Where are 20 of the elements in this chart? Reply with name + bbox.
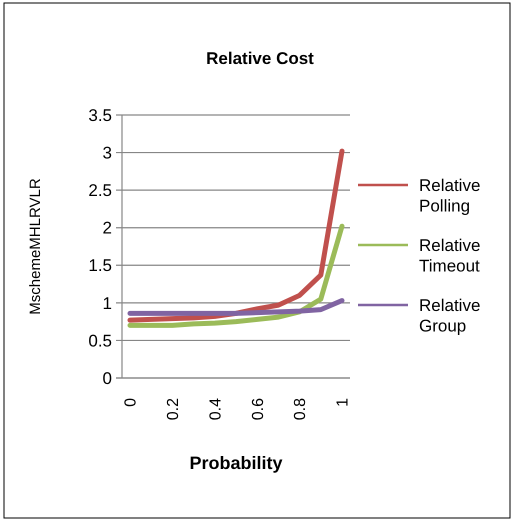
y-tick-label: 1.5 — [88, 256, 112, 276]
y-tick-label: 1 — [102, 294, 112, 313]
y-axis-title: MschemeMHLRVLR — [27, 178, 44, 315]
chart-title: Relative Cost — [206, 49, 314, 68]
legend-label: Relative Group — [419, 296, 480, 336]
y-tick-label: 3 — [102, 144, 112, 163]
x-tick-label: 1 — [334, 398, 352, 407]
x-tick-label: 0 — [122, 398, 140, 407]
y-tick-label: 2 — [102, 218, 112, 238]
y-tick-label: 0.5 — [88, 331, 112, 350]
y-tick-label: 0 — [102, 368, 112, 388]
x-tick-label: 0.2 — [165, 398, 182, 420]
y-tick-label: 3.5 — [88, 106, 112, 125]
x-tick-label: 0.8 — [292, 398, 310, 420]
y-tick-label: 2.5 — [88, 181, 112, 200]
legend-label: Relative Polling — [419, 176, 480, 216]
x-tick-label: 0.6 — [250, 398, 267, 420]
x-tick-label: 0.4 — [207, 398, 224, 420]
x-axis-title: Probability — [189, 453, 283, 473]
legend-label: Relative Timeout — [419, 236, 480, 276]
